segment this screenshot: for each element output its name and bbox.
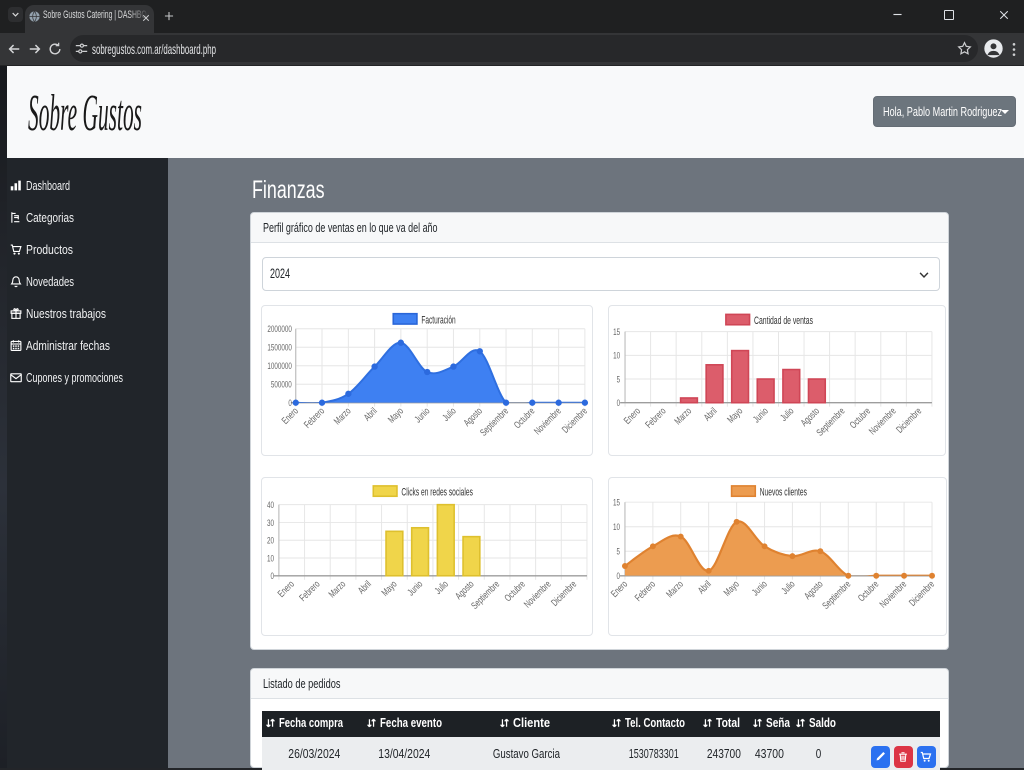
svg-text:40: 40: [267, 500, 274, 510]
svg-text:Diciembre: Diciembre: [560, 406, 590, 436]
svg-text:Noviembre: Noviembre: [532, 406, 564, 438]
svg-text:Enero: Enero: [609, 579, 630, 600]
svg-text:Febrero: Febrero: [644, 406, 669, 431]
svg-text:Julio: Julio: [780, 579, 798, 597]
svg-text:Marzo: Marzo: [327, 579, 349, 601]
svg-text:10: 10: [613, 351, 620, 361]
svg-text:30: 30: [267, 518, 274, 528]
svg-text:Diciembre: Diciembre: [549, 579, 579, 609]
svg-text:0: 0: [617, 398, 620, 408]
svg-text:10: 10: [267, 553, 274, 563]
svg-text:Julio: Julio: [433, 579, 451, 597]
svg-text:Junio: Junio: [750, 579, 770, 599]
svg-text:Enero: Enero: [276, 579, 297, 600]
svg-text:0: 0: [617, 571, 620, 581]
svg-text:5: 5: [617, 374, 620, 384]
svg-text:2000000: 2000000: [267, 324, 291, 334]
svg-text:Cantidad de ventas: Cantidad de ventas: [754, 315, 813, 327]
svg-text:Julio: Julio: [441, 406, 459, 424]
svg-text:Septiembre: Septiembre: [469, 579, 502, 612]
svg-text:1000000: 1000000: [267, 361, 291, 371]
svg-text:Noviembre: Noviembre: [867, 406, 899, 438]
svg-text:Febrero: Febrero: [298, 579, 323, 604]
svg-text:Agosto: Agosto: [462, 406, 485, 429]
svg-text:Marzo: Marzo: [664, 579, 686, 601]
svg-text:Mayo: Mayo: [386, 406, 406, 426]
svg-text:Nuevos clientes: Nuevos clientes: [760, 486, 808, 498]
svg-text:Febrero: Febrero: [633, 579, 658, 604]
svg-text:Febrero: Febrero: [302, 406, 327, 431]
svg-text:0: 0: [270, 571, 273, 581]
svg-text:10: 10: [613, 522, 620, 532]
svg-text:15: 15: [613, 327, 620, 337]
svg-text:1500000: 1500000: [267, 343, 291, 353]
svg-text:Diciembre: Diciembre: [907, 579, 937, 609]
svg-text:500000: 500000: [271, 380, 292, 390]
svg-text:Facturación: Facturación: [421, 314, 455, 326]
svg-text:Marzo: Marzo: [332, 406, 354, 428]
svg-text:Enero: Enero: [280, 406, 301, 427]
svg-text:Abril: Abril: [702, 406, 720, 424]
svg-text:Clicks en redes sociales: Clicks en redes sociales: [401, 486, 473, 498]
svg-text:Agosto: Agosto: [454, 579, 477, 602]
svg-text:Octubre: Octubre: [856, 579, 881, 604]
svg-text:5: 5: [617, 547, 620, 557]
svg-text:Marzo: Marzo: [673, 406, 695, 428]
svg-text:Junio: Junio: [413, 406, 433, 426]
svg-text:20: 20: [267, 536, 274, 546]
svg-text:Junio: Junio: [406, 579, 426, 599]
svg-text:Agosto: Agosto: [802, 579, 825, 602]
svg-text:Septiembre: Septiembre: [478, 406, 511, 439]
svg-text:Diciembre: Diciembre: [894, 406, 924, 436]
svg-text:Mayo: Mayo: [722, 579, 742, 599]
svg-text:15: 15: [613, 498, 620, 508]
svg-text:Noviembre: Noviembre: [522, 579, 554, 611]
svg-text:Abril: Abril: [696, 579, 714, 597]
svg-text:Noviembre: Noviembre: [878, 579, 910, 611]
svg-text:Septiembre: Septiembre: [815, 406, 848, 439]
svg-text:Septiembre: Septiembre: [821, 579, 854, 612]
svg-text:Julio: Julio: [779, 406, 797, 424]
svg-text:Agosto: Agosto: [799, 406, 822, 429]
svg-text:Junio: Junio: [751, 406, 771, 426]
svg-text:Abril: Abril: [362, 406, 380, 424]
svg-text:Sobre Gustos: Sobre Gustos: [28, 86, 142, 142]
svg-text:Mayo: Mayo: [725, 406, 745, 426]
svg-text:Enero: Enero: [622, 406, 643, 427]
svg-text:Abril: Abril: [356, 579, 374, 597]
svg-text:0: 0: [288, 398, 291, 408]
svg-text:Mayo: Mayo: [380, 579, 400, 599]
